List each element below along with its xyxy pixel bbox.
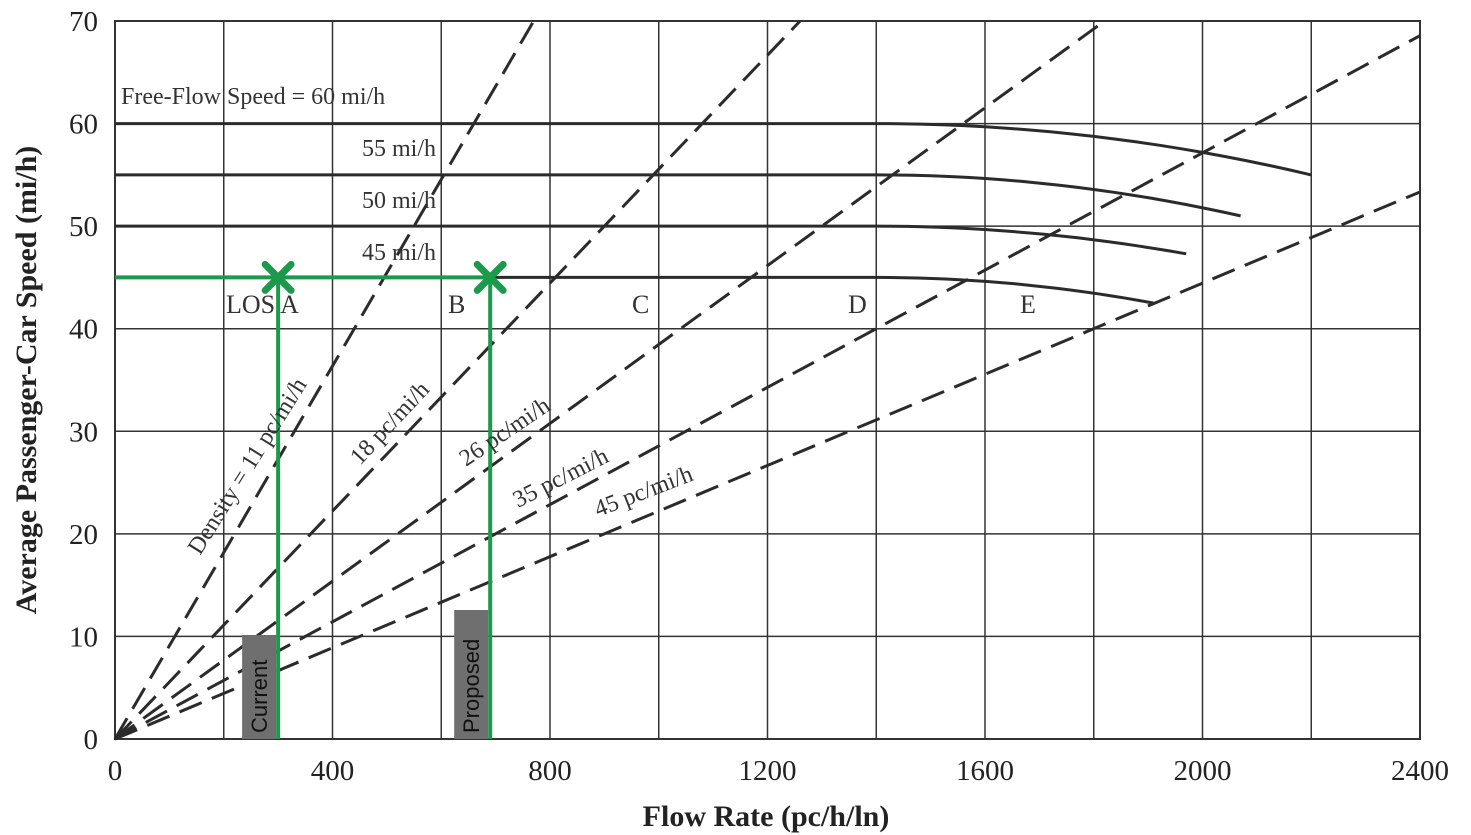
marker-label: Proposed	[459, 639, 484, 733]
y-tick-label: 40	[69, 314, 98, 346]
x-tick-label: 0	[108, 755, 123, 787]
density-line	[114, 19, 1106, 741]
los-a-label: LOS A	[226, 290, 299, 319]
markers: Current Proposed	[115, 260, 507, 739]
plot-frame	[114, 20, 1421, 740]
y-axis-title: Average Passenger-Car Speed (mi/h)	[10, 146, 43, 615]
x-tick-label: 2000	[1174, 755, 1232, 787]
density-18-label: 18 pc/mi/h	[345, 377, 434, 470]
los-b-label: B	[448, 290, 465, 319]
density-11-label: Density = 11 pc/mi/h	[183, 374, 312, 560]
y-tick-label: 30	[69, 416, 98, 448]
marker-x	[261, 260, 295, 294]
marker-label-box	[454, 610, 489, 739]
los-c-label: C	[632, 290, 649, 319]
density-line	[114, 190, 1421, 741]
y-tick-label: 10	[69, 621, 98, 653]
marker-x	[473, 260, 507, 294]
marker-label-box	[242, 635, 277, 739]
x-tick-label: 800	[528, 755, 572, 787]
y-tick-label: 20	[69, 519, 98, 551]
x-tick-label: 1600	[956, 755, 1014, 787]
speed-flow-curve	[115, 122, 1312, 177]
density-line	[113, 19, 802, 741]
x-tick-label: 1200	[739, 755, 797, 787]
y-tick-label: 60	[69, 109, 98, 141]
speed-flow-curve	[115, 275, 1154, 305]
ffs-50-label: 50 mi/h	[362, 188, 436, 214]
y-tick-label: 50	[69, 211, 98, 243]
tick-labels: 0 400 800 1200 1600 2000 2400 0 10 20 30 40 50 60 70	[69, 6, 1449, 787]
speed-flow-curves	[115, 122, 1312, 305]
ffs-60-label: Free-Flow Speed = 60 mi/h	[121, 84, 385, 110]
y-tick-label: 0	[84, 724, 99, 756]
x-tick-label: 2400	[1391, 755, 1449, 787]
los-e-label: E	[1020, 290, 1036, 319]
ffs-55-label: 55 mi/h	[362, 136, 436, 162]
density-26-label: 26 pc/mi/h	[455, 393, 555, 472]
ffs-45-label: 45 mi/h	[362, 240, 436, 266]
density-45-label: 45 pc/mi/h	[591, 461, 697, 522]
x-tick-label: 400	[311, 755, 355, 787]
x-axis-title: Flow Rate (pc/h/ln)	[643, 800, 890, 833]
speed-flow-curve	[115, 224, 1187, 256]
y-tick-label: 70	[69, 6, 98, 38]
speed-flow-curve	[115, 173, 1241, 218]
los-d-label: D	[848, 290, 867, 319]
grid	[114, 20, 1421, 740]
marker-label: Current	[247, 660, 272, 733]
